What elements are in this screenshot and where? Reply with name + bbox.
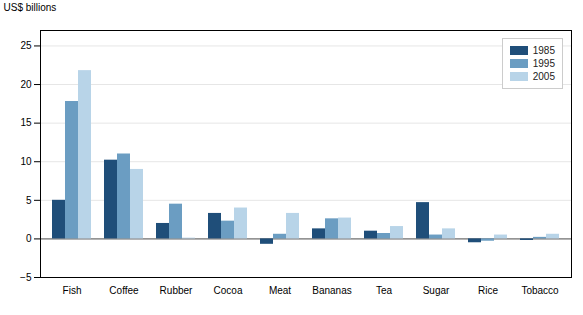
svg-text:Sugar: Sugar bbox=[423, 285, 450, 296]
svg-text:Meat: Meat bbox=[269, 285, 291, 296]
html-text:1995: 1995 bbox=[532, 58, 555, 69]
svg-text:20: 20 bbox=[20, 79, 32, 90]
svg-text:Cocoa: Cocoa bbox=[214, 285, 243, 296]
html-text:1985: 1985 bbox=[532, 45, 555, 56]
svg-text:10: 10 bbox=[20, 156, 32, 167]
html-text:2005: 2005 bbox=[532, 71, 555, 82]
svg-text:Bananas: Bananas bbox=[312, 285, 351, 296]
svg-text:5: 5 bbox=[26, 195, 32, 206]
svg-text:0: 0 bbox=[26, 233, 32, 244]
svg-text:Tea: Tea bbox=[376, 285, 393, 296]
svg-text:−5: −5 bbox=[20, 272, 32, 283]
svg-text:Coffee: Coffee bbox=[109, 285, 139, 296]
svg-text:Rubber: Rubber bbox=[160, 285, 193, 296]
svg-text:25: 25 bbox=[20, 40, 32, 51]
svg-text:Rice: Rice bbox=[478, 285, 498, 296]
svg-text:US$ billions: US$ billions bbox=[4, 2, 57, 13]
svg-text:Fish: Fish bbox=[63, 285, 82, 296]
svg-text:Tobacco: Tobacco bbox=[521, 285, 559, 296]
svg-text:15: 15 bbox=[20, 117, 32, 128]
